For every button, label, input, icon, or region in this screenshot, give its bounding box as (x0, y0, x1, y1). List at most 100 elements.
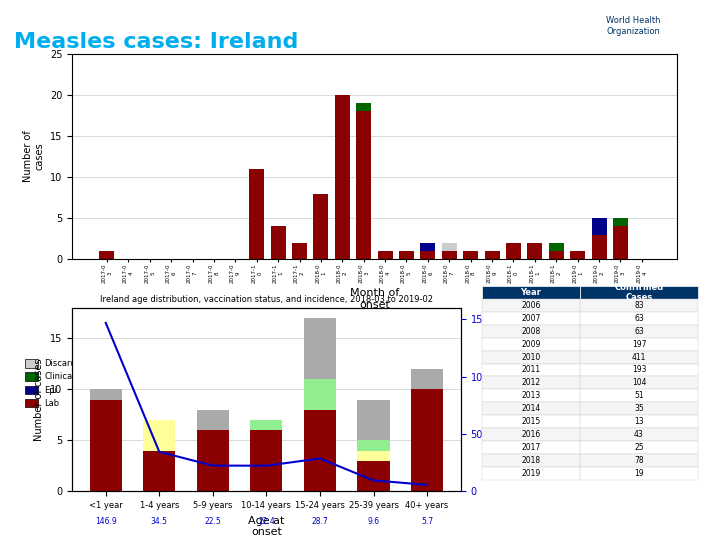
Text: 63: 63 (634, 314, 644, 323)
Bar (463, 251, 478, 259)
Bar (90, 400, 122, 491)
Text: Confirmed
Cases: Confirmed Cases (614, 283, 664, 302)
FancyBboxPatch shape (482, 286, 580, 299)
Bar (549, 251, 564, 259)
FancyBboxPatch shape (482, 338, 580, 350)
Bar (506, 243, 521, 259)
FancyBboxPatch shape (580, 299, 698, 312)
Text: 146.9: 146.9 (95, 517, 117, 526)
Text: Measles cases: Ireland: Measles cases: Ireland (14, 32, 299, 52)
Bar (357, 400, 390, 441)
Text: 5.7: 5.7 (421, 517, 433, 526)
FancyBboxPatch shape (482, 350, 580, 363)
Bar (442, 251, 456, 259)
Bar (592, 234, 606, 259)
Text: 2012: 2012 (521, 379, 541, 387)
Text: 193: 193 (631, 366, 647, 374)
Text: 34.5: 34.5 (150, 517, 168, 526)
Text: 2018: 2018 (521, 456, 541, 465)
Bar (251, 430, 282, 491)
Bar (613, 218, 628, 226)
FancyBboxPatch shape (580, 363, 698, 376)
Text: 104: 104 (631, 379, 647, 387)
Bar (251, 420, 282, 430)
Bar (356, 103, 372, 111)
Y-axis label: Number of cases: Number of cases (35, 359, 45, 441)
Bar (99, 251, 114, 259)
FancyBboxPatch shape (482, 312, 580, 325)
Text: 63: 63 (634, 327, 644, 336)
FancyBboxPatch shape (580, 441, 698, 454)
Bar (527, 243, 542, 259)
Bar (377, 251, 392, 259)
Text: 2016: 2016 (521, 430, 541, 439)
FancyBboxPatch shape (580, 325, 698, 338)
FancyBboxPatch shape (482, 376, 580, 389)
Y-axis label: Number of
cases: Number of cases (22, 131, 44, 183)
Bar (570, 251, 585, 259)
Y-axis label: Incidence rate per
1,000,000: Incidence rate per 1,000,000 (495, 361, 514, 438)
Bar (357, 441, 390, 450)
FancyBboxPatch shape (482, 454, 580, 467)
Text: 197: 197 (631, 340, 647, 349)
Bar (420, 251, 436, 259)
Text: 43: 43 (634, 430, 644, 439)
X-axis label: Age at
onset: Age at onset (248, 516, 284, 537)
FancyBboxPatch shape (580, 389, 698, 402)
Text: 9.6: 9.6 (367, 517, 379, 526)
Bar (485, 251, 500, 259)
Text: 2017: 2017 (521, 443, 541, 452)
Text: 2008: 2008 (521, 327, 541, 336)
X-axis label: Month of
onset: Month of onset (350, 288, 399, 310)
Text: 25: 25 (634, 443, 644, 452)
Text: 22.5: 22.5 (204, 517, 221, 526)
Bar (356, 111, 372, 259)
Text: 83: 83 (634, 301, 644, 310)
Bar (411, 369, 443, 389)
Bar (613, 226, 628, 259)
Bar (90, 389, 122, 400)
Bar (442, 243, 456, 251)
FancyBboxPatch shape (580, 312, 698, 325)
FancyBboxPatch shape (580, 286, 698, 299)
Bar (304, 410, 336, 491)
Text: 2014: 2014 (521, 404, 541, 413)
Text: Year: Year (521, 288, 541, 297)
Bar (143, 420, 176, 450)
FancyBboxPatch shape (580, 350, 698, 363)
Text: 28.7: 28.7 (312, 517, 328, 526)
Text: 78: 78 (634, 456, 644, 465)
FancyBboxPatch shape (580, 402, 698, 415)
FancyBboxPatch shape (482, 402, 580, 415)
Text: 2007: 2007 (521, 314, 541, 323)
FancyBboxPatch shape (580, 415, 698, 428)
Bar (304, 379, 336, 410)
Bar (357, 461, 390, 491)
Text: 22.4: 22.4 (258, 517, 275, 526)
Bar (592, 218, 606, 234)
FancyBboxPatch shape (482, 363, 580, 376)
Legend: Discarded, Clinical, Epi, Lab: Discarded, Clinical, Epi, Lab (22, 356, 90, 411)
Text: 2011: 2011 (521, 366, 541, 374)
FancyBboxPatch shape (580, 338, 698, 350)
Bar (357, 450, 390, 461)
Bar (197, 410, 229, 430)
FancyBboxPatch shape (482, 389, 580, 402)
Bar (292, 243, 307, 259)
Text: 2010: 2010 (521, 353, 541, 362)
Text: World Health
Organization: World Health Organization (606, 16, 661, 36)
Bar (313, 193, 328, 259)
Bar (420, 243, 436, 251)
FancyBboxPatch shape (482, 428, 580, 441)
Bar (249, 169, 264, 259)
Bar (304, 318, 336, 379)
Text: 411: 411 (632, 353, 646, 362)
Text: 19: 19 (634, 469, 644, 477)
FancyBboxPatch shape (580, 467, 698, 480)
Text: 51: 51 (634, 392, 644, 400)
Text: 2013: 2013 (521, 392, 541, 400)
FancyBboxPatch shape (482, 441, 580, 454)
Text: 2006: 2006 (521, 301, 541, 310)
FancyBboxPatch shape (580, 376, 698, 389)
FancyBboxPatch shape (580, 454, 698, 467)
